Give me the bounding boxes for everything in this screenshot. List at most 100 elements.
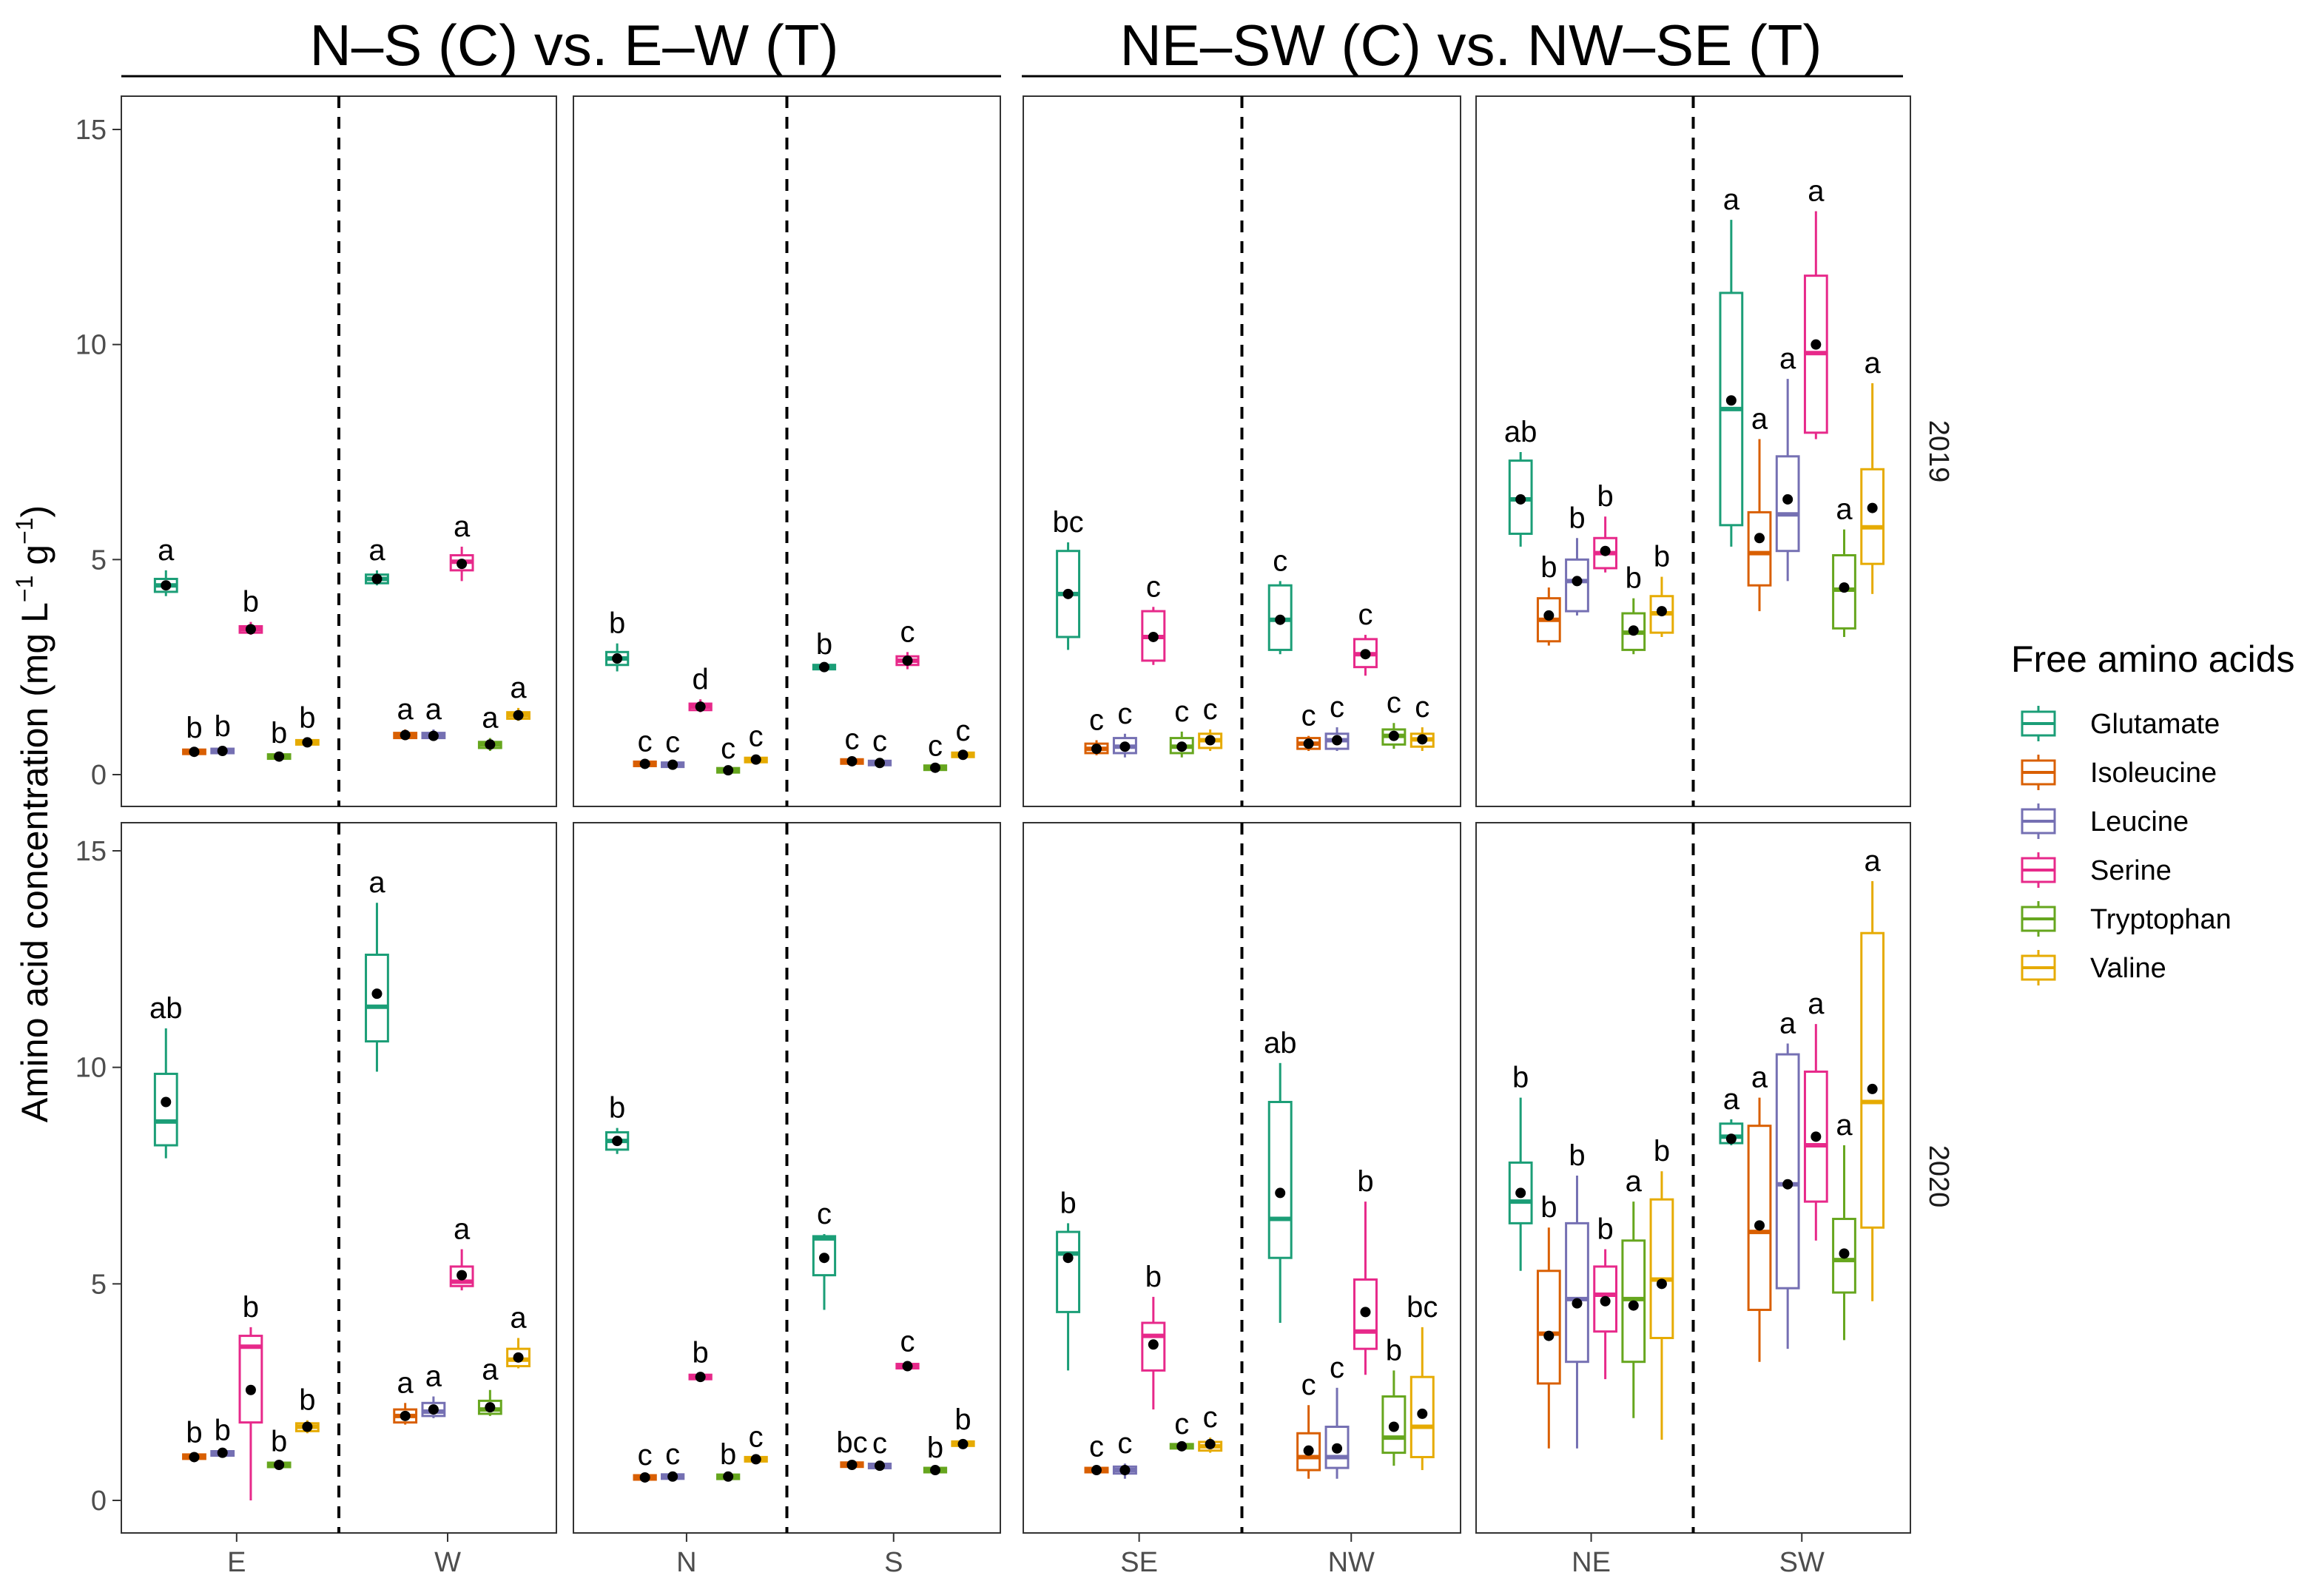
box-mean-point <box>1867 502 1878 513</box>
significance-letter: b <box>215 1415 231 1447</box>
box-glutamate-E: a <box>153 534 178 596</box>
box-iqr <box>153 1072 178 1147</box>
legend-label: Tryptophan <box>2090 904 2232 935</box>
box-mean-point <box>1275 1187 1286 1199</box>
box-leucine-E: b <box>210 1415 235 1458</box>
significance-letter: a <box>1723 1083 1740 1116</box>
box-glutamate-S: c <box>812 1198 837 1310</box>
box-valine-SW: a <box>1860 347 1885 594</box>
significance-letter: b <box>243 1291 259 1324</box>
box-isoleucine-E: b <box>182 712 206 758</box>
box-valine-SE: c <box>1198 1401 1223 1453</box>
group-titles: N–S (C) vs. E–W (T) NE–SW (C) vs. NW–SE … <box>121 13 1903 78</box>
significance-letter: b <box>693 1336 709 1369</box>
box-glutamate-W: a <box>365 534 389 586</box>
box-mean-point <box>371 573 383 584</box>
box-tryptophan-S: b <box>923 1432 948 1476</box>
significance-letter: bc <box>836 1426 867 1459</box>
significance-letter: c <box>1089 1430 1104 1463</box>
box-serine-SE: b <box>1141 1261 1166 1410</box>
y-tick-label: 5 <box>91 1269 107 1300</box>
box-tryptophan-N: c <box>716 732 741 776</box>
box-tryptophan-S: c <box>923 729 948 773</box>
significance-letter: a <box>368 534 385 567</box>
box-mean-point <box>1303 1445 1314 1456</box>
box-valine-NW: bc <box>1407 1291 1438 1471</box>
significance-letter: b <box>271 717 287 749</box>
significance-letter: a <box>1779 343 1796 375</box>
box-mean-point <box>1062 588 1074 599</box>
significance-letter: c <box>872 725 887 758</box>
y-tick-label: 15 <box>75 836 107 867</box>
y-tick-label: 0 <box>91 1486 107 1517</box>
box-mean-point <box>667 759 678 770</box>
significance-letter: b <box>927 1432 943 1464</box>
significance-letter: c <box>1387 687 1401 719</box>
box-leucine-N: c <box>661 727 685 770</box>
box-iqr <box>1747 1125 1772 1311</box>
significance-letter: c <box>1174 695 1189 728</box>
box-serine-SW: a <box>1803 175 1828 439</box>
significance-letter: b <box>243 586 259 619</box>
box-leucine-NW: c <box>1324 1352 1350 1479</box>
significance-letter: b <box>1145 1261 1162 1293</box>
box-mean-point <box>1515 1187 1526 1199</box>
box-valine-W: a <box>506 672 531 721</box>
significance-letter: a <box>1723 183 1740 216</box>
significance-letter: b <box>609 607 625 640</box>
box-iqr <box>1775 1053 1800 1290</box>
box-mean-point <box>1600 545 1611 556</box>
x-tick-label-sw: SW <box>1779 1547 1825 1578</box>
box-serine-N: d <box>688 663 713 712</box>
y-tick-label: 10 <box>75 330 107 361</box>
box-mean-point <box>1148 1339 1159 1350</box>
significance-letter: b <box>1654 1135 1670 1167</box>
box-tryptophan-SW: a <box>1832 1109 1856 1341</box>
box-leucine-SE: c <box>1112 698 1137 758</box>
significance-letter: c <box>817 1198 832 1230</box>
box-mean-point <box>1782 493 1793 505</box>
significance-letter: a <box>1751 403 1768 436</box>
box-glutamate-S: b <box>812 628 837 673</box>
box-mean-point <box>371 988 383 1000</box>
box-mean-point <box>1205 735 1216 746</box>
box-glutamate-SW: a <box>1719 183 1744 547</box>
box-glutamate-SW: a <box>1719 1083 1744 1146</box>
box-serine-S: c <box>895 1326 920 1372</box>
box-isoleucine-W: a <box>393 1366 418 1425</box>
x-tick-label-w: W <box>434 1547 461 1578</box>
box-valine-N: c <box>744 721 768 765</box>
box-mean-point <box>1839 582 1850 593</box>
significance-letter: a <box>510 1302 527 1335</box>
box-valine-NE: b <box>1649 1135 1674 1440</box>
box-iqr <box>1649 1198 1674 1340</box>
box-glutamate-N: b <box>605 607 630 672</box>
box-leucine-SE: c <box>1112 1427 1137 1479</box>
box-leucine-S: c <box>867 1427 892 1472</box>
box-mean-point <box>1062 1253 1074 1264</box>
box-leucine-E: b <box>210 710 235 757</box>
box-valine-SW: a <box>1860 845 1885 1301</box>
box-iqr <box>1267 1100 1293 1259</box>
box-mean-point <box>245 1384 256 1395</box>
box-tryptophan-NW: b <box>1381 1334 1407 1466</box>
box-tryptophan-SE: c <box>1169 1408 1194 1452</box>
box-mean-point <box>695 701 706 712</box>
box-mean-point <box>428 730 439 741</box>
box-valine-W: a <box>506 1302 531 1369</box>
box-leucine-NE: b <box>1565 502 1589 616</box>
box-isoleucine-W: a <box>393 693 418 741</box>
significance-letter: b <box>1569 1139 1585 1172</box>
significance-letter: b <box>954 1403 971 1436</box>
box-mean-point <box>189 1452 200 1463</box>
group-title-ns-ew: N–S (C) vs. E–W (T) <box>310 13 839 78</box>
significance-letter: c <box>900 1326 915 1358</box>
box-isoleucine-SE: c <box>1084 1430 1109 1476</box>
box-mean-point <box>957 749 969 761</box>
significance-letter: a <box>1836 1109 1853 1142</box>
significance-letter: c <box>1203 693 1218 726</box>
legend-item-tryptophan: Tryptophan <box>2021 901 2232 937</box>
significance-letter: bc <box>1407 1291 1438 1324</box>
